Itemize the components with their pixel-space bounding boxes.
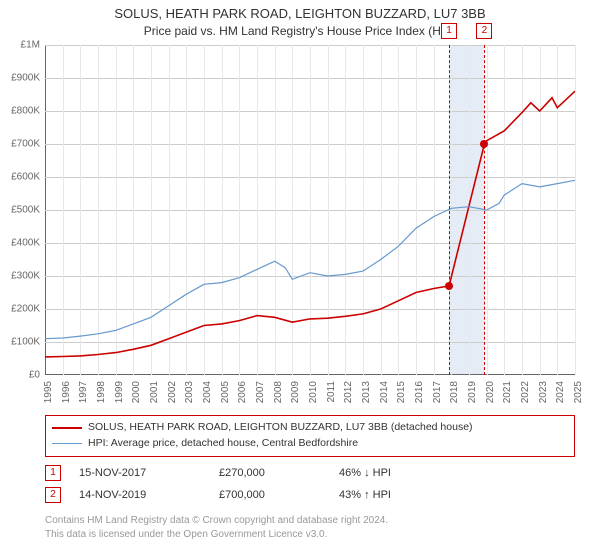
sales-diff: 46% ↓ HPI	[339, 467, 459, 479]
x-axis-label: 2025	[573, 381, 584, 403]
x-axis-label: 2000	[131, 381, 142, 403]
x-axis-label: 1996	[61, 381, 72, 403]
y-axis-label: £600K	[2, 172, 40, 183]
y-axis-label: £1M	[2, 40, 40, 51]
sales-date: 15-NOV-2017	[79, 467, 219, 479]
y-axis-label: £800K	[2, 106, 40, 117]
x-axis-label: 2005	[220, 381, 231, 403]
sales-price: £270,000	[219, 467, 339, 479]
x-axis-label: 1999	[114, 381, 125, 403]
series-property	[45, 91, 575, 357]
line-svg	[45, 45, 575, 375]
sales-marker: 1	[45, 465, 61, 481]
sales-price: £700,000	[219, 489, 339, 501]
gridline-v	[575, 45, 576, 375]
sales-row: 1 15-NOV-2017£270,00046% ↓ HPI	[45, 462, 575, 484]
x-axis-label: 2020	[485, 381, 496, 403]
sales-marker: 2	[45, 487, 61, 503]
x-axis-label: 2003	[184, 381, 195, 403]
x-axis-label: 2022	[520, 381, 531, 403]
x-axis-label: 2009	[290, 381, 301, 403]
footer: Contains HM Land Registry data © Crown c…	[45, 514, 575, 541]
y-axis-label: £200K	[2, 304, 40, 315]
sale-marker-box: 1	[441, 23, 457, 39]
y-axis-label: £300K	[2, 271, 40, 282]
y-axis-label: £700K	[2, 139, 40, 150]
x-axis-label: 2002	[167, 381, 178, 403]
x-axis-label: 1998	[96, 381, 107, 403]
x-axis-label: 2012	[343, 381, 354, 403]
x-axis-label: 2014	[379, 381, 390, 403]
x-axis-label: 2001	[149, 381, 160, 403]
sale-data-point	[445, 282, 453, 290]
x-axis-label: 2007	[255, 381, 266, 403]
legend-label: SOLUS, HEATH PARK ROAD, LEIGHTON BUZZARD…	[88, 420, 473, 436]
sale-data-point	[480, 140, 488, 148]
y-axis-label: £500K	[2, 205, 40, 216]
x-axis-label: 2010	[308, 381, 319, 403]
x-axis-label: 2008	[273, 381, 284, 403]
y-axis-label: £400K	[2, 238, 40, 249]
legend-label: HPI: Average price, detached house, Cent…	[88, 436, 358, 452]
x-axis-label: 2016	[414, 381, 425, 403]
legend-swatch	[52, 427, 82, 429]
footer-line1: Contains HM Land Registry data © Crown c…	[45, 514, 575, 528]
legend-row: HPI: Average price, detached house, Cent…	[52, 436, 568, 452]
sales-diff: 43% ↑ HPI	[339, 489, 459, 501]
x-axis-label: 2015	[396, 381, 407, 403]
sale-vline	[449, 45, 450, 375]
sales-date: 14-NOV-2019	[79, 489, 219, 501]
legend-swatch	[52, 443, 82, 444]
x-axis-label: 2018	[449, 381, 460, 403]
x-axis-label: 2023	[538, 381, 549, 403]
x-axis-label: 2004	[202, 381, 213, 403]
footer-line2: This data is licensed under the Open Gov…	[45, 528, 575, 542]
x-axis-label: 2019	[467, 381, 478, 403]
chart-container: SOLUS, HEATH PARK ROAD, LEIGHTON BUZZARD…	[0, 0, 600, 560]
sale-marker-box: 2	[476, 23, 492, 39]
sales-table: 1 15-NOV-2017£270,00046% ↓ HPI 2 14-NOV-201…	[45, 462, 575, 506]
sales-row: 2 14-NOV-2019£700,00043% ↑ HPI	[45, 484, 575, 506]
series-hpi	[45, 180, 575, 338]
x-axis-label: 2013	[361, 381, 372, 403]
plot: 12	[45, 45, 575, 375]
title-sub: Price paid vs. HM Land Registry's House …	[0, 23, 600, 40]
y-axis-label: £0	[2, 370, 40, 381]
x-axis-label: 2017	[432, 381, 443, 403]
x-axis-label: 2024	[555, 381, 566, 403]
y-axis-label: £100K	[2, 337, 40, 348]
x-axis-label: 2021	[502, 381, 513, 403]
legend-row: SOLUS, HEATH PARK ROAD, LEIGHTON BUZZARD…	[52, 420, 568, 436]
chart-area: 12 £0£100K£200K£300K£400K£500K£600K£700K…	[45, 45, 575, 375]
sale-vline	[484, 45, 485, 375]
title-main: SOLUS, HEATH PARK ROAD, LEIGHTON BUZZARD…	[0, 6, 600, 23]
x-axis-label: 2011	[326, 381, 337, 403]
y-axis-label: £900K	[2, 73, 40, 84]
legend: SOLUS, HEATH PARK ROAD, LEIGHTON BUZZARD…	[45, 415, 575, 457]
x-axis-label: 2006	[237, 381, 248, 403]
x-axis-label: 1995	[43, 381, 54, 403]
x-axis-label: 1997	[78, 381, 89, 403]
titles: SOLUS, HEATH PARK ROAD, LEIGHTON BUZZARD…	[0, 0, 600, 40]
